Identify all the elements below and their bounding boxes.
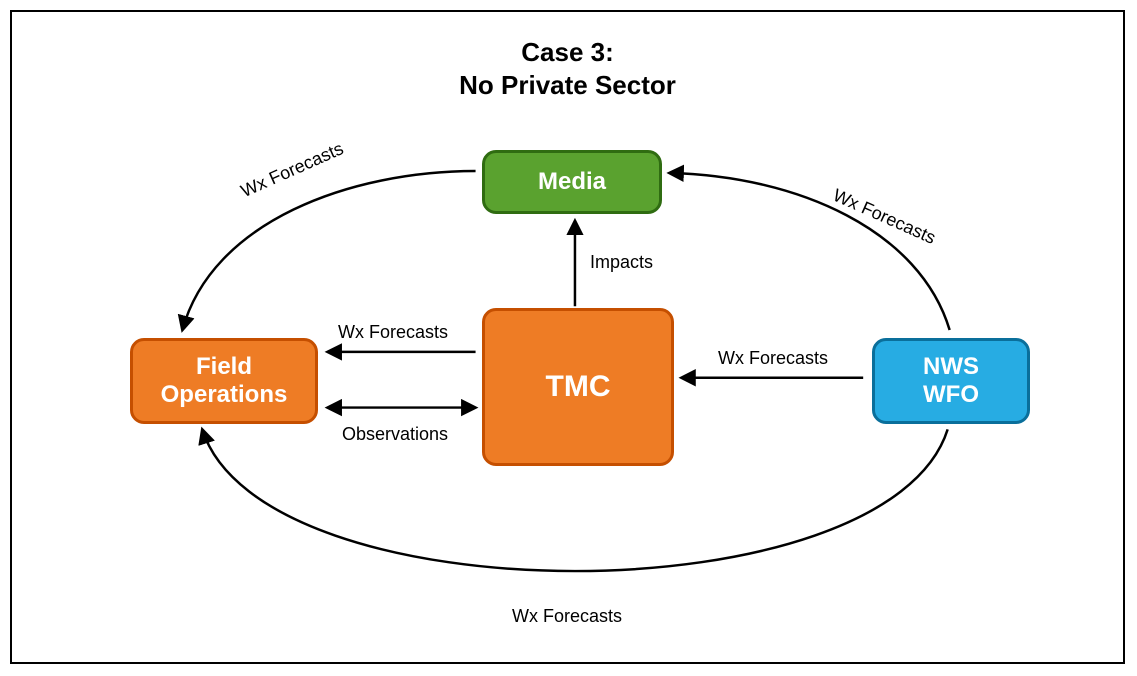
- node-media-label: Media: [538, 168, 606, 196]
- node-tmc: TMC: [482, 308, 674, 466]
- node-nws-wfo: NWS WFO: [872, 338, 1030, 424]
- edge-label-impacts: Impacts: [590, 252, 653, 273]
- edge-label-arc-left: Wx Forecasts: [238, 138, 347, 202]
- title-line-1: Case 3:: [12, 36, 1123, 69]
- edge-media-to-field-arc: [182, 171, 475, 330]
- node-field-label: Field Operations: [161, 353, 288, 409]
- title-line-2: No Private Sector: [12, 69, 1123, 102]
- diagram-frame: Case 3: No Private Sector Media TMC Fiel…: [10, 10, 1125, 664]
- node-tmc-label: TMC: [546, 370, 611, 404]
- edge-label-arc-bottom: Wx Forecasts: [512, 606, 622, 627]
- edge-label-nws-to-tmc: Wx Forecasts: [718, 348, 828, 369]
- diagram-title: Case 3: No Private Sector: [12, 36, 1123, 101]
- edge-label-arc-right: Wx Forecasts: [830, 185, 939, 249]
- edge-label-tmc-to-field: Wx Forecasts: [338, 322, 448, 343]
- node-media: Media: [482, 150, 662, 214]
- edge-nws-to-media-arc: [669, 173, 949, 330]
- node-field-operations: Field Operations: [130, 338, 318, 424]
- node-nws-label: NWS WFO: [923, 353, 979, 409]
- edge-label-observations: Observations: [342, 424, 448, 445]
